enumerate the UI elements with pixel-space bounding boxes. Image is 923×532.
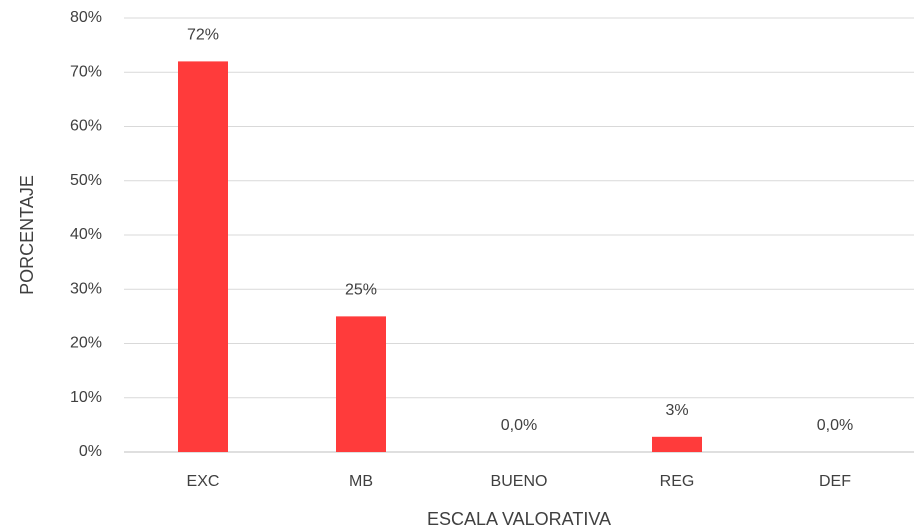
x-axis-title: ESCALA VALORATIVA bbox=[427, 509, 611, 529]
data-label: 0,0% bbox=[817, 417, 853, 434]
x-tick-label: EXC bbox=[187, 473, 220, 490]
x-tick-label: DEF bbox=[819, 473, 851, 490]
bar bbox=[336, 316, 386, 452]
y-tick-label: 30% bbox=[70, 280, 102, 297]
y-tick-label: 10% bbox=[70, 389, 102, 406]
y-axis-title: PORCENTAJE bbox=[17, 175, 37, 295]
data-label: 72% bbox=[187, 27, 219, 44]
y-tick-label: 0% bbox=[79, 443, 102, 460]
x-tick-label: MB bbox=[349, 473, 373, 490]
bar bbox=[652, 436, 702, 452]
data-label: 25% bbox=[345, 282, 377, 299]
y-tick-label: 70% bbox=[70, 63, 102, 80]
x-tick-label: REG bbox=[660, 473, 695, 490]
y-tick-label: 50% bbox=[70, 172, 102, 189]
y-tick-label: 20% bbox=[70, 335, 102, 352]
y-tick-label: 40% bbox=[70, 226, 102, 243]
y-tick-label: 60% bbox=[70, 118, 102, 135]
x-tick-label: BUENO bbox=[491, 473, 548, 490]
data-label: 0,0% bbox=[501, 417, 537, 434]
bar bbox=[178, 61, 228, 453]
y-tick-label: 80% bbox=[70, 9, 102, 26]
data-label: 3% bbox=[665, 402, 688, 419]
